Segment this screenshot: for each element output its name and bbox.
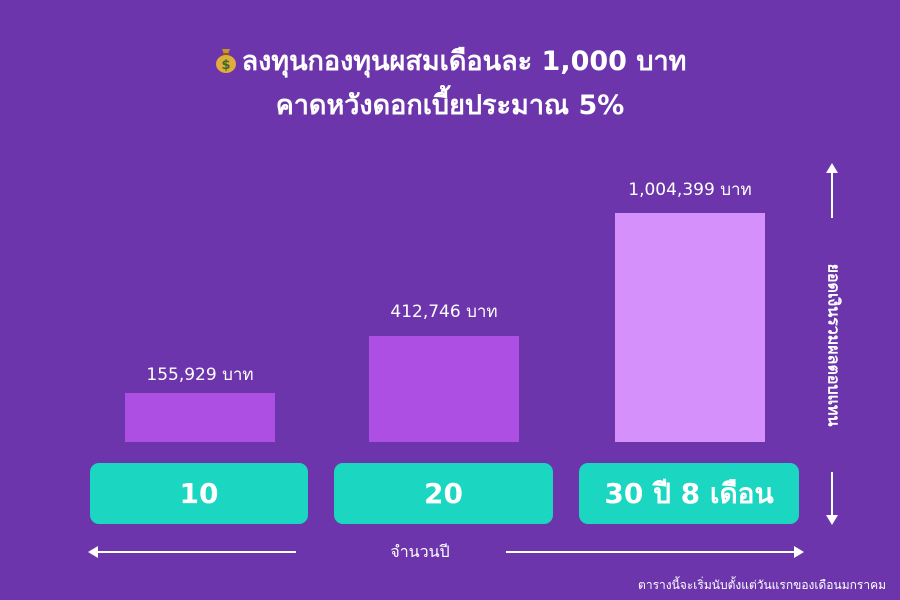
x-axis-line-right xyxy=(506,551,796,553)
bar-20-years xyxy=(369,336,519,442)
x-axis-label: จำนวนปี xyxy=(390,542,450,561)
svg-text:$: $ xyxy=(221,58,230,73)
bar-10-years xyxy=(125,393,275,442)
arrow-down-icon xyxy=(826,515,838,525)
y-axis-line-bottom xyxy=(831,472,833,518)
chart-title-line2: คาดหวังดอกเบี้ยประมาณ 5% xyxy=(275,90,625,121)
bar-value-label: 1,004,399 บาท xyxy=(628,180,752,200)
category-box: 20 xyxy=(334,463,553,524)
category-box: 30 ปี 8 เดือน xyxy=(579,463,799,524)
bar-30-years-8-months xyxy=(615,213,765,442)
money-bag-icon: $ xyxy=(214,47,238,73)
arrow-up-icon xyxy=(826,163,838,173)
arrow-right-icon xyxy=(794,546,804,558)
y-axis-line-top xyxy=(831,170,833,218)
title-text-line1: ลงทุนกองทุนผสมเดือนละ 1,000 บาท xyxy=(241,46,687,77)
bar-value-label: 155,929 บาท xyxy=(146,365,254,385)
x-axis-line-left xyxy=(94,551,296,553)
category-box: 10 xyxy=(90,463,308,524)
footnote: ตารางนี้จะเริ่มนับตั้งแต่วันแรกของเดือนม… xyxy=(638,578,886,592)
y-axis-label: ยอดเงินรวมผลตอบแทน xyxy=(824,263,844,427)
bar-value-label: 412,746 บาท xyxy=(390,302,498,322)
chart-title-line1: $ ลงทุนกองทุนผสมเดือนละ 1,000 บาท xyxy=(0,42,900,82)
arrow-left-icon xyxy=(88,546,98,558)
